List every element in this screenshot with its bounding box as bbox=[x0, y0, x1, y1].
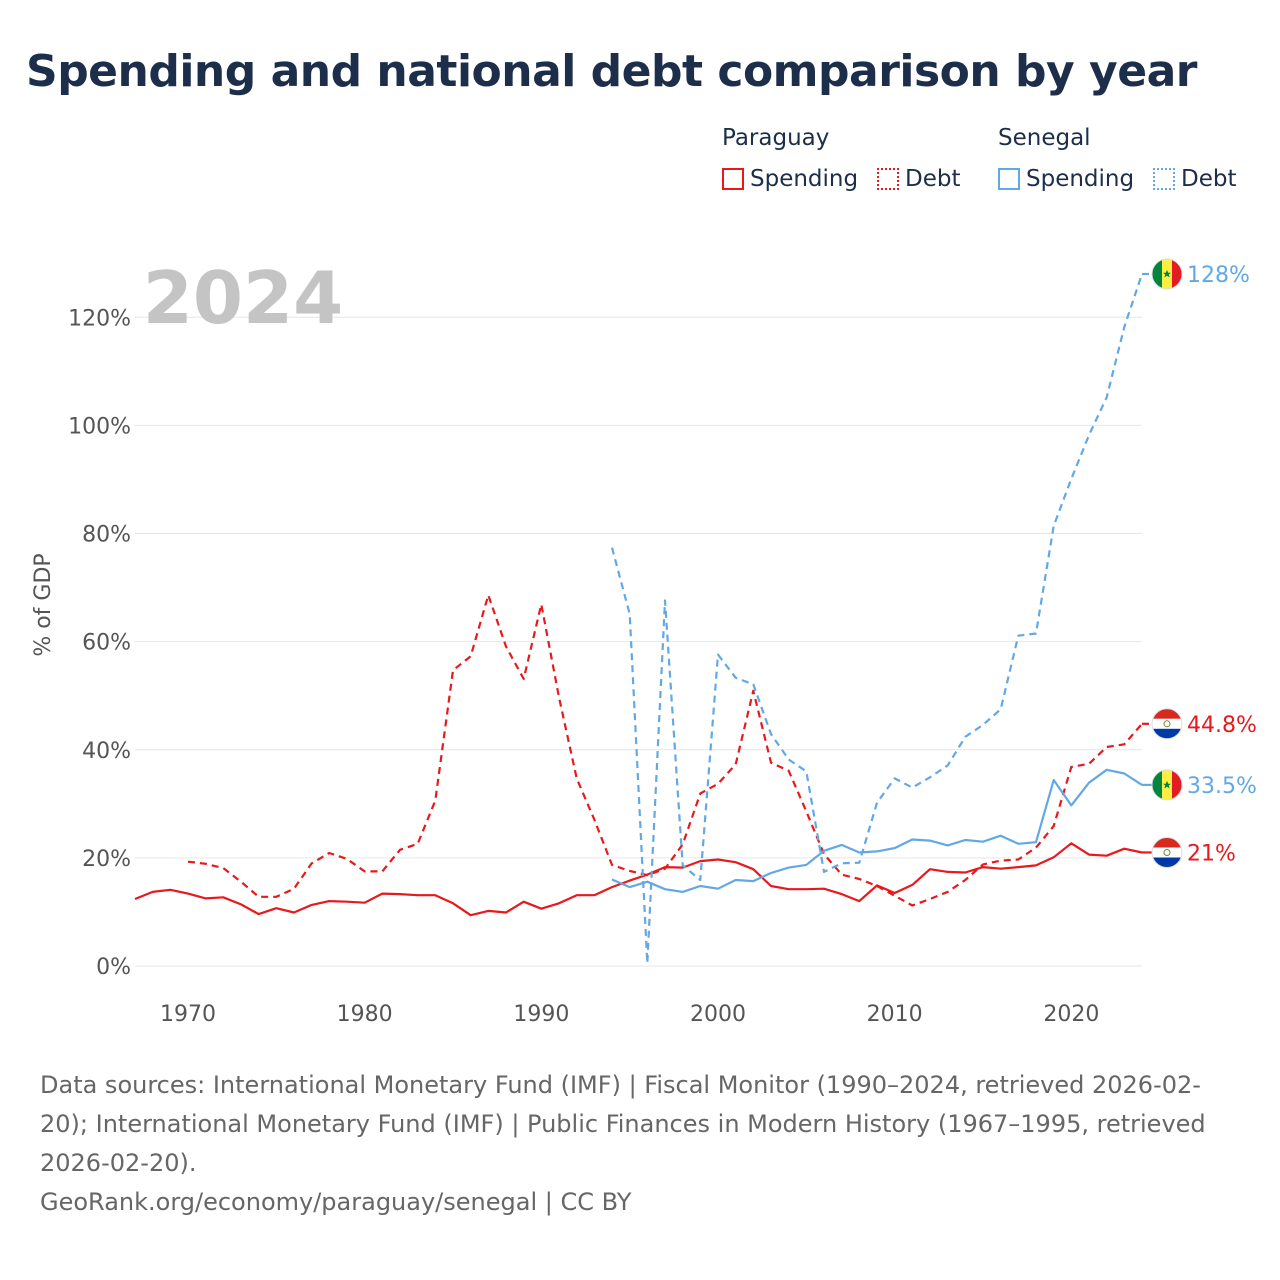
y-tick-label: 40% bbox=[82, 739, 131, 764]
x-tick-label: 2000 bbox=[690, 1002, 746, 1027]
legend-label: Spending bbox=[750, 166, 859, 192]
legend-label: Debt bbox=[905, 166, 961, 192]
x-tick-label: 1970 bbox=[160, 1002, 216, 1027]
chart-plot: 2024 0% 20% 40% 60% 80% 100% 120% 1970 1980 1990… bbox=[31, 256, 1257, 1027]
legend-swatch-senegal-debt bbox=[1153, 168, 1175, 190]
data-sources: Data sources: International Monetary Fun… bbox=[40, 1071, 1206, 1177]
legend-swatch-paraguay-spending bbox=[722, 168, 744, 190]
y-axis-label: % of GDP bbox=[31, 553, 56, 656]
y-tick-label: 120% bbox=[68, 306, 131, 331]
footer: Data sources: International Monetary Fun… bbox=[40, 1066, 1240, 1222]
legend-group-paraguay: Paraguay bbox=[722, 125, 830, 151]
y-tick-label: 100% bbox=[68, 414, 131, 439]
end-value-label: 21% bbox=[1187, 842, 1236, 867]
year-watermark: 2024 bbox=[143, 256, 343, 340]
legend-label: Spending bbox=[1026, 166, 1135, 192]
gridlines bbox=[135, 316, 1142, 967]
y-axis-ticks: 0% 20% 40% 60% 80% 100% 120% bbox=[68, 306, 131, 980]
x-axis-ticks: 1970 1980 1990 2000 2010 2020 bbox=[160, 1002, 1099, 1027]
legend-item-senegal-debt[interactable]: Debt bbox=[1153, 166, 1236, 192]
end-value-label: 33.5% bbox=[1187, 774, 1257, 799]
series-line-paraguay-debt bbox=[187, 593, 1143, 907]
end-value-label: 44.8% bbox=[1187, 713, 1257, 738]
end-labels: 21% 44.8% 33.5% 128% bbox=[1151, 258, 1257, 868]
y-tick-label: 20% bbox=[82, 847, 131, 872]
senegal-flag-icon bbox=[1151, 769, 1183, 801]
legend-item-paraguay-spending[interactable]: Spending bbox=[722, 166, 858, 192]
legend-swatch-paraguay-debt bbox=[877, 168, 899, 190]
x-tick-label: 1990 bbox=[513, 1002, 569, 1027]
y-tick-label: 60% bbox=[82, 631, 131, 656]
senegal-flag-icon bbox=[1151, 258, 1183, 290]
paraguay-flag-icon bbox=[1151, 708, 1183, 740]
y-tick-label: 80% bbox=[82, 523, 131, 548]
series-line-senegal-debt bbox=[610, 273, 1144, 965]
legend-item-senegal-spending[interactable]: Spending bbox=[998, 166, 1134, 192]
y-tick-label: 0% bbox=[96, 955, 131, 980]
paraguay-flag-icon bbox=[1151, 837, 1183, 868]
legend-item-paraguay-debt[interactable]: Debt bbox=[877, 166, 960, 192]
series-lines bbox=[134, 272, 1152, 965]
legend-group-senegal: Senegal bbox=[998, 125, 1091, 151]
x-tick-label: 1980 bbox=[337, 1002, 393, 1027]
legend-swatch-senegal-spending bbox=[998, 168, 1020, 190]
legend-label: Debt bbox=[1181, 166, 1237, 192]
chart-title: Spending and national debt comparison by… bbox=[26, 46, 1197, 97]
series-line-paraguay-spending bbox=[134, 842, 1143, 917]
end-value-label: 128% bbox=[1187, 263, 1250, 288]
credit-link[interactable]: GeoRank.org/economy/paraguay/senegal | C… bbox=[40, 1188, 632, 1216]
x-tick-label: 2020 bbox=[1043, 1002, 1099, 1027]
series-line-senegal-spending bbox=[611, 768, 1143, 894]
x-tick-label: 2010 bbox=[867, 1002, 923, 1027]
